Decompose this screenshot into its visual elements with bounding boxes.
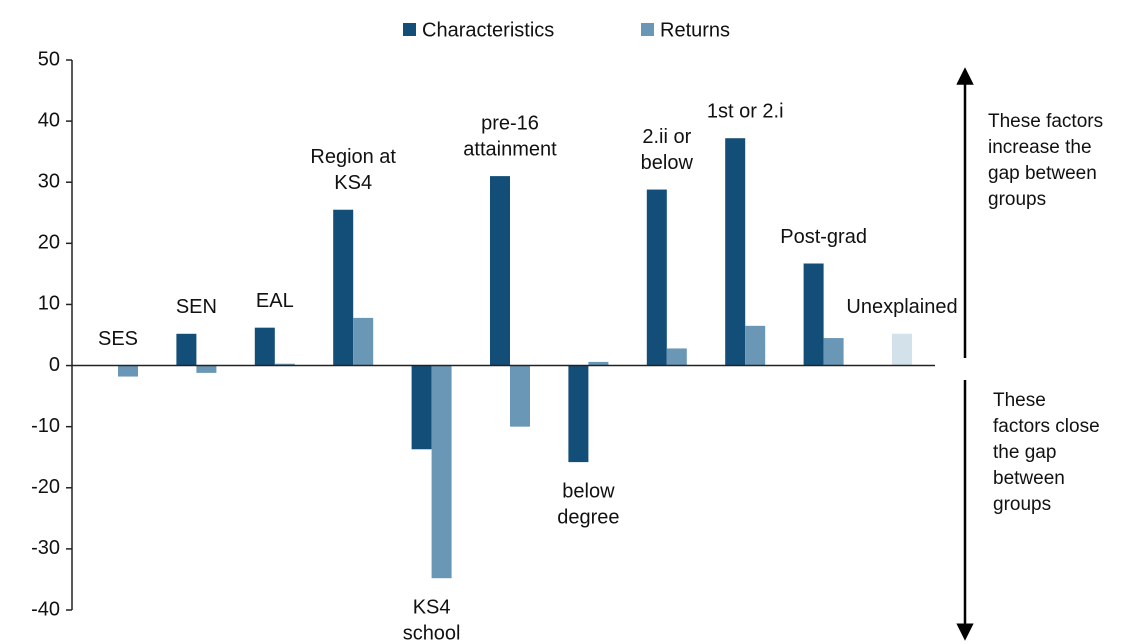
bar (803, 263, 824, 366)
bar (510, 365, 530, 427)
category-label: SEN (176, 296, 217, 318)
bar (490, 176, 510, 366)
annotation: groups (993, 494, 1051, 515)
y-tick-label: 50 (38, 48, 60, 70)
category-label: 1st or 2.i (707, 101, 784, 123)
bar (274, 363, 295, 366)
y-tick-label: 40 (38, 109, 60, 131)
legend-label: Characteristics (422, 19, 554, 41)
category-label: KS4 (334, 172, 372, 194)
bar (431, 365, 452, 579)
y-tick-label: -10 (31, 415, 60, 437)
legend-label: Returns (660, 19, 730, 41)
category-label: below (641, 152, 694, 174)
legend-swatch (403, 23, 416, 36)
annotation: These factors (988, 111, 1103, 132)
y-tick-label: 10 (38, 293, 60, 315)
y-tick-label: -20 (31, 476, 60, 498)
bar (823, 338, 844, 366)
category-label: attainment (463, 138, 557, 160)
category-label: EAL (256, 290, 294, 312)
category-label: SES (98, 328, 138, 350)
category-label: pre-16 (481, 112, 539, 134)
bar (196, 365, 217, 373)
category-label: degree (557, 506, 619, 528)
y-tick-label: 30 (38, 171, 60, 193)
annotation: between (993, 468, 1065, 489)
bar (646, 189, 667, 366)
annotation: gap between (988, 163, 1097, 184)
category-label: school (403, 623, 461, 644)
y-tick-label: -40 (31, 598, 60, 620)
category-label: Region at (310, 146, 396, 168)
legend-swatch (641, 23, 654, 36)
category-label: KS4 (413, 597, 451, 619)
bar (745, 325, 766, 366)
bar (118, 365, 138, 377)
bar (411, 365, 432, 450)
bar (254, 327, 275, 366)
bar (568, 365, 589, 463)
category-label: below (562, 480, 615, 502)
y-tick-label: -30 (31, 537, 60, 559)
bar (333, 209, 354, 366)
y-tick-label: 20 (38, 232, 60, 254)
annotation: groups (988, 189, 1046, 210)
annotation: These (993, 390, 1046, 411)
bar (666, 348, 687, 366)
bar (588, 361, 609, 366)
category-label: 2.ii or (642, 126, 691, 148)
y-tick-label: 0 (49, 354, 60, 376)
annotation: increase the (988, 137, 1092, 158)
bar (353, 317, 374, 366)
bar (176, 333, 197, 366)
bar (725, 138, 746, 366)
bar (892, 333, 912, 366)
annotation: the gap (993, 442, 1056, 463)
annotation: factors close (993, 416, 1100, 437)
category-label: Post-grad (780, 226, 867, 248)
category-label: Unexplained (846, 296, 957, 318)
